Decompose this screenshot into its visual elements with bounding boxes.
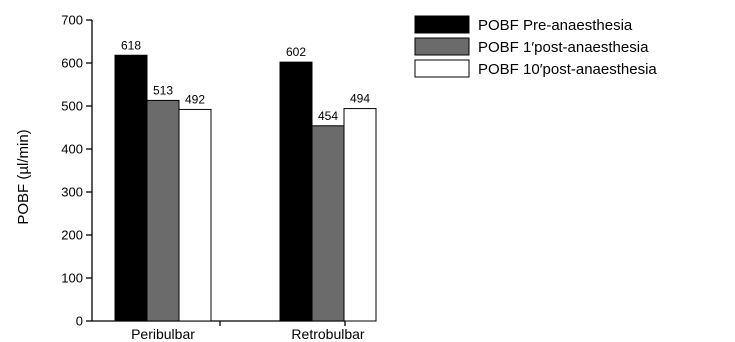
x-tick-label: Retrobulbar <box>291 326 364 342</box>
legend: POBF Pre-anaesthesia POBF 1′post-anaesthe… <box>414 15 657 78</box>
data-label: 618 <box>121 38 141 52</box>
bars <box>114 54 377 322</box>
bar <box>114 54 148 322</box>
legend-swatch <box>414 37 470 56</box>
data-label: 454 <box>318 109 338 123</box>
bar <box>279 61 313 322</box>
data-label: 513 <box>153 83 173 97</box>
y-tick-label: 500 <box>61 99 83 114</box>
legend-label: POBF 10′post-anaesthesia <box>478 61 657 78</box>
y-tick-label: 0 <box>76 314 83 329</box>
bar <box>178 108 212 322</box>
y-tick-label: 200 <box>61 228 83 243</box>
y-tick-label: 400 <box>61 142 83 157</box>
y-tick-label: 600 <box>61 56 83 71</box>
data-label: 492 <box>185 92 205 106</box>
legend-label: POBF 1′post-anaesthesia <box>478 39 649 56</box>
data-labels: 618 513 492 602 454 494 <box>121 38 370 123</box>
legend-swatch <box>414 15 470 34</box>
legend-swatch <box>414 59 470 78</box>
y-axis-title: POBF (µl/min) <box>15 129 32 224</box>
y-tick-label: 700 <box>61 13 83 28</box>
legend-label: POBF Pre-anaesthesia <box>478 17 633 34</box>
y-tick-label: 300 <box>61 185 83 200</box>
y-tick-label: 100 <box>61 271 83 286</box>
x-axis: Peribulbar Retrobulbar <box>92 320 365 342</box>
data-label: 602 <box>286 45 306 59</box>
y-axis: 0 100 200 300 400 500 600 700 <box>61 13 93 329</box>
bar <box>311 125 345 322</box>
bar <box>343 108 377 322</box>
x-tick-label: Peribulbar <box>131 326 195 342</box>
data-label: 494 <box>350 92 370 106</box>
bar <box>146 99 180 322</box>
